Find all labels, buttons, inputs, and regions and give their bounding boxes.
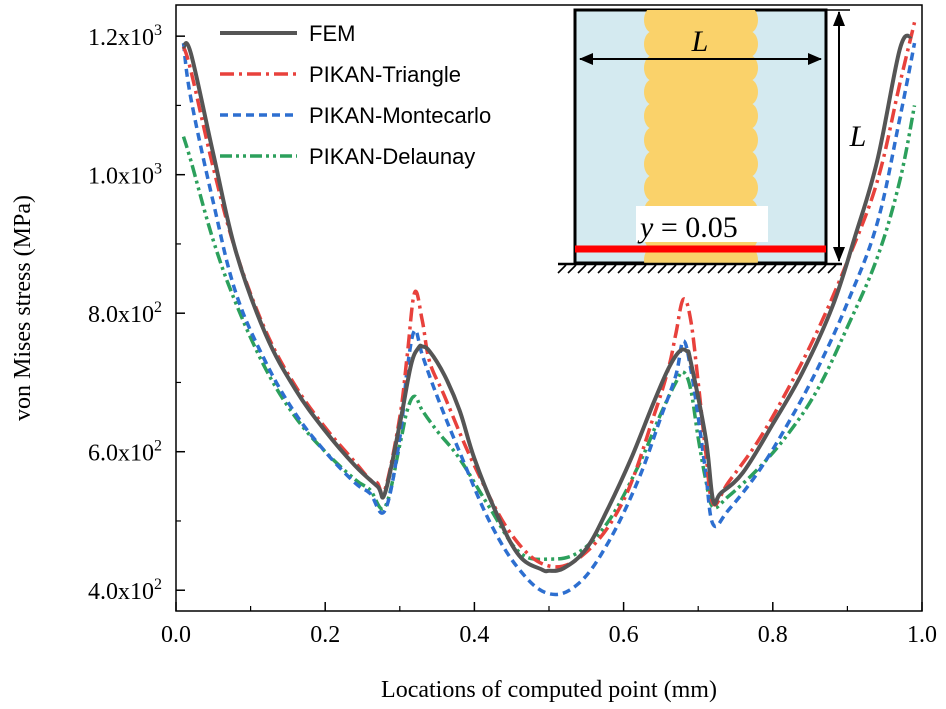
y-tick-label: 4.0x102: [88, 576, 162, 605]
inset-width-label: L: [691, 25, 709, 58]
y-tick-label: 1.2x103: [88, 22, 162, 51]
hatch-stroke: [707, 264, 717, 274]
x-tick-label: 0.4: [459, 622, 489, 648]
legend-label: PIKAN-Montecarlo: [309, 103, 491, 128]
hatch-stroke: [627, 264, 637, 274]
inset-line-label-value: = 0.05: [653, 211, 737, 244]
hatch-stroke: [607, 264, 617, 274]
inset-height-label: L: [849, 120, 867, 153]
x-tick-label: 0.8: [758, 622, 788, 648]
hatch-stroke: [577, 264, 587, 274]
y-axis-label: von Mises stress (MPa): [10, 195, 36, 421]
hatch-stroke: [697, 264, 707, 274]
hatch-stroke: [777, 264, 787, 274]
plot-lines: [181, 21, 917, 597]
hatch-stroke: [827, 264, 837, 274]
hatch-stroke: [677, 264, 687, 274]
legend-label: FEM: [309, 21, 355, 46]
hatch-stroke: [597, 264, 607, 274]
hatch-stroke: [667, 264, 677, 274]
hatch-stroke: [717, 264, 727, 274]
hatch-stroke: [757, 264, 767, 274]
hatch-stroke: [617, 264, 627, 274]
hatch-stroke: [807, 264, 817, 274]
inset-width-arrow-right: [808, 53, 822, 65]
inset-ground-hatch: [557, 264, 837, 274]
inset-line-label-var: y: [637, 211, 654, 244]
hatch-stroke: [587, 264, 597, 274]
hatch-stroke: [557, 264, 567, 274]
hatch-stroke: [787, 264, 797, 274]
hatch-stroke: [737, 264, 747, 274]
legend-label: PIKAN-Triangle: [309, 62, 461, 87]
series-line-pikan-montecarlo: [181, 42, 917, 597]
y-tick-label: 6.0x102: [88, 438, 162, 467]
series-line-fem: [181, 33, 913, 574]
hatch-stroke: [817, 264, 827, 274]
x-tick-label: 0.0: [161, 622, 191, 648]
inset-width-arrow-left: [579, 53, 593, 65]
x-tick-label: 1.0: [907, 622, 937, 648]
hatch-stroke: [647, 264, 657, 274]
x-tick-label: 0.6: [609, 622, 639, 648]
hatch-stroke: [567, 264, 577, 274]
y-tick-label: 8.0x102: [88, 299, 162, 328]
x-axis-label: Locations of computed point (mm): [381, 677, 717, 703]
hatch-stroke: [637, 264, 647, 274]
inset-line-label: y = 0.05: [637, 211, 738, 244]
hatch-stroke: [727, 264, 737, 274]
y-tick-label: 1.0x103: [88, 161, 162, 190]
hatch-stroke: [767, 264, 777, 274]
inset-schematic: L L y = 0.05: [557, 8, 867, 274]
legend-label: PIKAN-Delaunay: [309, 144, 475, 169]
hatch-stroke: [797, 264, 807, 274]
hatch-stroke: [687, 264, 697, 274]
inset-height-arrow-bottom: [833, 247, 845, 262]
legend: FEM PIKAN-Triangle PIKAN-Montecarlo PIKAN-D…: [220, 21, 491, 169]
inset-height-arrow-top: [833, 11, 845, 26]
y-axis: 4.0x102 6.0x102 8.0x102 1.0x103 1.2x103: [88, 22, 185, 605]
hatch-stroke: [657, 264, 667, 274]
x-tick-label: 0.2: [310, 622, 340, 648]
series-line-pikan-triangle: [181, 21, 917, 569]
inset-line-label-bg: [636, 206, 768, 242]
x-axis: 0.0 0.2 0.4 0.6 0.8 1.0: [161, 602, 937, 648]
hatch-stroke: [747, 264, 757, 274]
